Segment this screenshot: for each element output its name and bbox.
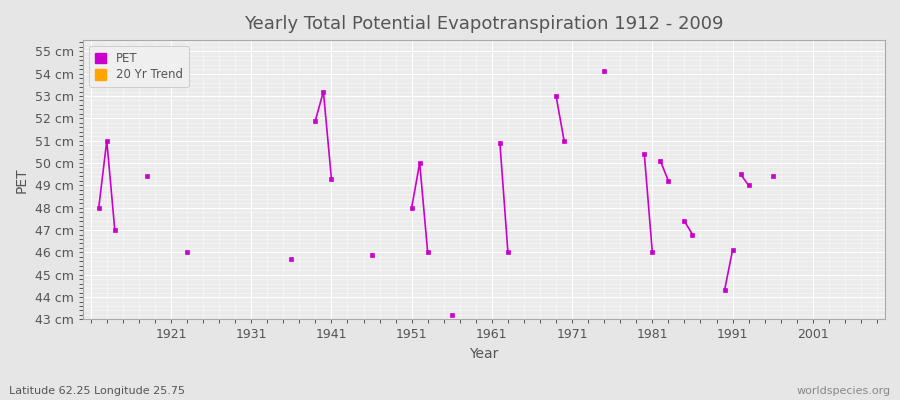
Legend: PET, 20 Yr Trend: PET, 20 Yr Trend bbox=[88, 46, 189, 87]
Y-axis label: PET: PET bbox=[15, 167, 29, 192]
Text: Latitude 62.25 Longitude 25.75: Latitude 62.25 Longitude 25.75 bbox=[9, 386, 185, 396]
Text: worldspecies.org: worldspecies.org bbox=[796, 386, 891, 396]
X-axis label: Year: Year bbox=[469, 347, 499, 361]
Title: Yearly Total Potential Evapotranspiration 1912 - 2009: Yearly Total Potential Evapotranspiratio… bbox=[244, 15, 724, 33]
